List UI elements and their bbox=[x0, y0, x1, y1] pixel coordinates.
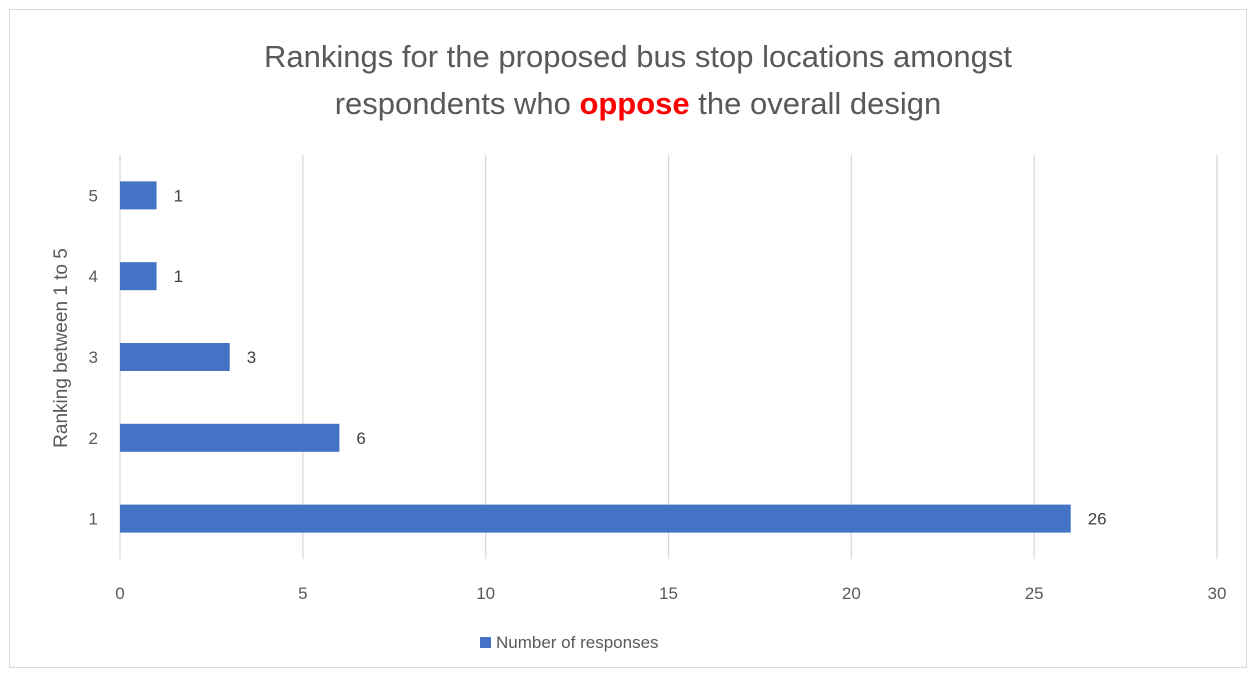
bar-ranking-1 bbox=[120, 504, 1071, 533]
x-tick-label: 30 bbox=[1208, 584, 1227, 603]
data-label-ranking-4: 1 bbox=[174, 267, 183, 286]
y-axis-ticks: 1 2 3 4 5 bbox=[89, 186, 98, 528]
x-tick-label: 10 bbox=[476, 584, 495, 603]
data-labels: 26 6 3 1 1 bbox=[174, 186, 1107, 528]
data-label-ranking-1: 26 bbox=[1088, 510, 1107, 529]
y-tick-label: 4 bbox=[89, 267, 98, 286]
chart-title-line-2-start: respondents who bbox=[335, 86, 580, 121]
y-tick-label: 3 bbox=[89, 348, 98, 367]
legend-label: Number of responses bbox=[496, 633, 659, 652]
x-tick-label: 5 bbox=[298, 584, 307, 603]
bar-ranking-4 bbox=[120, 262, 157, 291]
legend-swatch bbox=[480, 637, 491, 648]
chart-title-highlight: oppose bbox=[579, 86, 689, 121]
bar-ranking-2 bbox=[120, 423, 340, 452]
data-label-ranking-2: 6 bbox=[356, 429, 365, 448]
chart-title-line-2-end: the overall design bbox=[690, 86, 942, 121]
data-label-ranking-3: 3 bbox=[247, 348, 256, 367]
data-label-ranking-5: 1 bbox=[174, 186, 183, 205]
y-tick-label: 1 bbox=[89, 510, 98, 529]
x-tick-label: 0 bbox=[115, 584, 124, 603]
x-axis-ticks: 0 5 10 15 20 25 30 bbox=[115, 584, 1226, 603]
bars bbox=[120, 181, 1071, 533]
gridlines bbox=[119, 155, 1218, 559]
chart-title-line-2: respondents who oppose the overall desig… bbox=[335, 86, 942, 121]
x-tick-label: 25 bbox=[1025, 584, 1044, 603]
chart-title-line-1: Rankings for the proposed bus stop locat… bbox=[264, 39, 1012, 74]
bar-ranking-3 bbox=[120, 343, 230, 371]
y-tick-label: 5 bbox=[89, 186, 98, 205]
x-tick-label: 15 bbox=[659, 584, 678, 603]
chart-frame bbox=[9, 9, 1247, 668]
y-tick-label: 2 bbox=[89, 429, 98, 448]
legend: Number of responses bbox=[480, 633, 659, 652]
bar-ranking-5 bbox=[120, 181, 157, 210]
x-tick-label: 20 bbox=[842, 584, 861, 603]
y-axis-title: Ranking between 1 to 5 bbox=[51, 248, 72, 448]
